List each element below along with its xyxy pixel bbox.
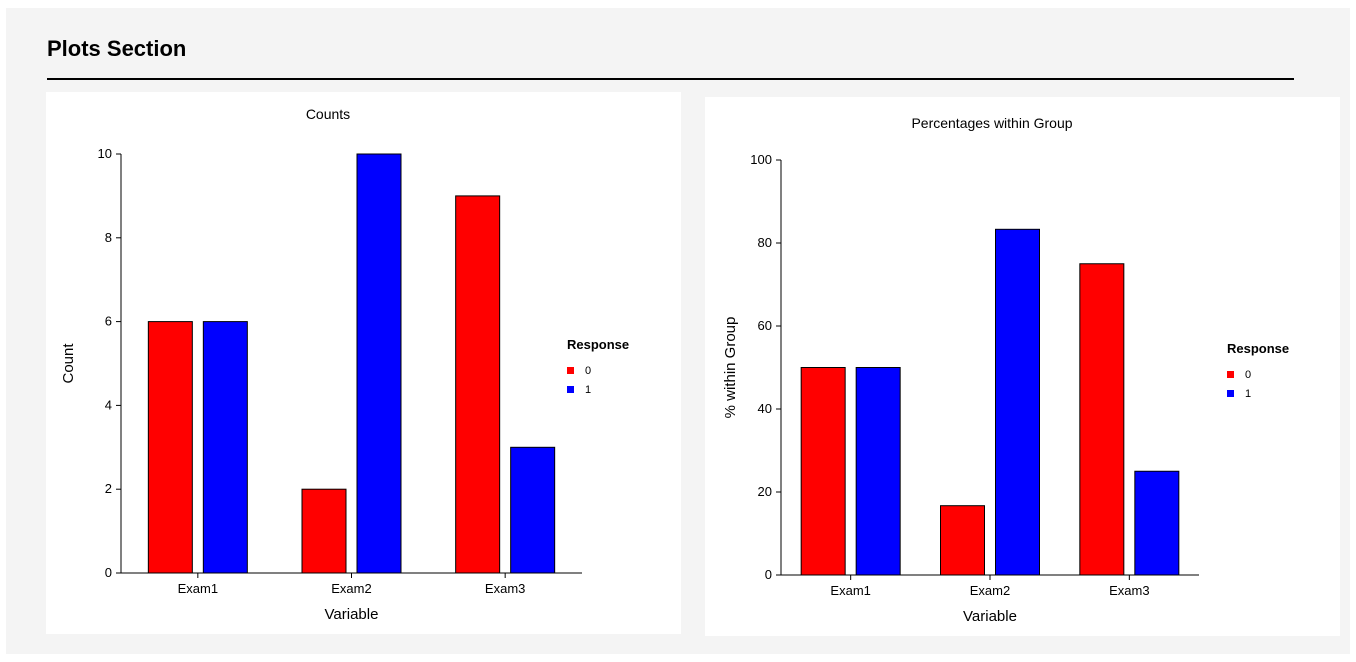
legend-label-0: 0 (585, 365, 591, 377)
y-tick-label: 2 (105, 481, 112, 496)
bar-exam2-response-0 (940, 505, 985, 576)
y-axis-label: % within Group (722, 317, 739, 419)
bar-exam2-response-1 (995, 228, 1040, 576)
bar-exam1-response-0 (800, 367, 846, 576)
x-tick-label: Exam3 (1109, 583, 1149, 598)
legend-label-1: 1 (1245, 388, 1251, 400)
y-tick-label: 6 (105, 314, 112, 329)
bar-exam1-response-1 (855, 367, 901, 576)
chart-title: Percentages within Group (911, 115, 1072, 131)
percentages-chart: Percentages within Group 0 20 40 60 80 100 Exam… (722, 115, 1289, 625)
y-tick-label: 0 (765, 567, 772, 582)
y-tick-label: 8 (105, 230, 112, 245)
x-axis-label: Variable (325, 606, 379, 623)
y-axis-label: Count (60, 343, 77, 384)
y-tick-label: 20 (758, 484, 772, 499)
y-tick-label: 4 (105, 397, 112, 412)
legend-title: Response (567, 337, 629, 352)
legend-swatch-0 (567, 367, 574, 374)
y-tick-label: 80 (758, 235, 772, 250)
bar-exam2-response-0 (301, 488, 347, 574)
bar-exam3-response-0 (1079, 263, 1125, 576)
bar-exam2-response-1 (356, 153, 402, 574)
legend-swatch-1 (567, 386, 574, 393)
x-tick-label: Exam2 (970, 583, 1010, 598)
bar-exam1-response-1 (202, 321, 248, 574)
y-tick-label: 40 (758, 401, 772, 416)
x-tick-label: Exam1 (178, 581, 218, 596)
section-title: Plots Section (47, 36, 187, 61)
bar-exam3-response-1 (1134, 470, 1180, 576)
section-divider (47, 78, 1294, 80)
legend-title: Response (1227, 341, 1289, 356)
legend-swatch-1 (1227, 390, 1234, 397)
legend-swatch-0 (1227, 371, 1234, 378)
y-tick-label: 10 (98, 146, 112, 161)
y-tick-label: 0 (105, 565, 112, 580)
percentages-chart-panel: Percentages within Group 0 20 40 60 80 100 Exam… (705, 97, 1340, 636)
y-tick-label: 60 (758, 318, 772, 333)
x-axis-label: Variable (963, 608, 1017, 625)
legend-label-0: 0 (1245, 369, 1251, 381)
bar-exam1-response-0 (147, 321, 193, 574)
x-tick-label: Exam3 (485, 581, 525, 596)
chart-title: Counts (306, 106, 350, 122)
bar-exam3-response-1 (510, 446, 556, 574)
y-tick-label: 100 (750, 152, 772, 167)
plots-section: Plots Section Counts 0 2 4 6 8 10 Exam1 Exam2 Exa… (6, 8, 1350, 654)
x-tick-label: Exam1 (830, 583, 870, 598)
x-tick-label: Exam2 (331, 581, 371, 596)
legend-label-1: 1 (585, 384, 591, 396)
bar-exam3-response-0 (455, 195, 501, 574)
counts-chart-panel: Counts 0 2 4 6 8 10 Exam1 Exam2 Exam3 Variable Coun… (46, 92, 681, 634)
